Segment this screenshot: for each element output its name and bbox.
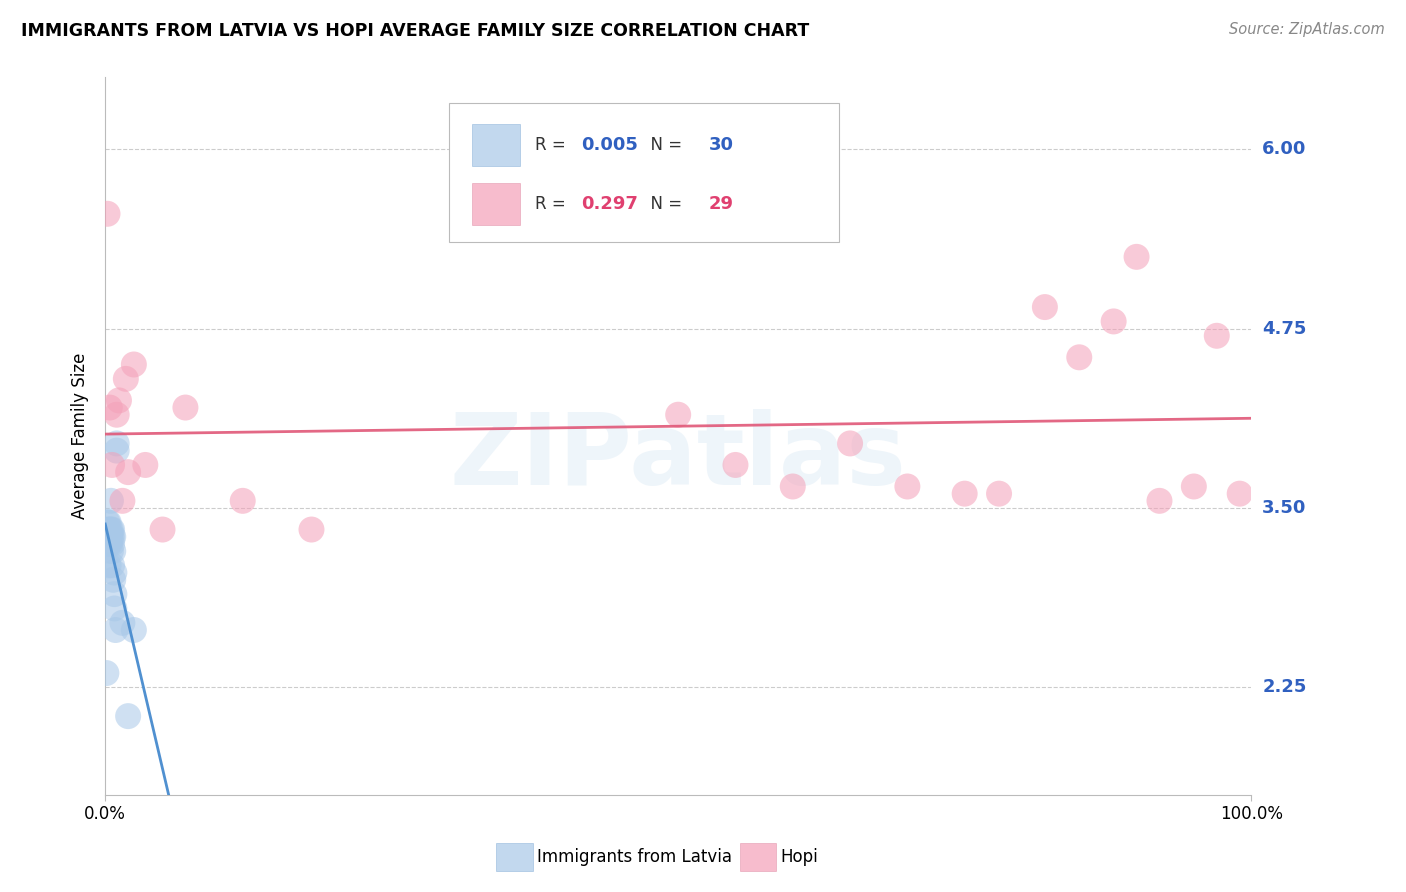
Point — [1182, 479, 1205, 493]
Text: 4.75: 4.75 — [1263, 319, 1306, 337]
Point — [1033, 300, 1056, 314]
Point — [97, 516, 120, 530]
Point — [105, 443, 128, 458]
Point — [103, 601, 125, 615]
FancyBboxPatch shape — [449, 103, 838, 243]
Point — [103, 573, 125, 587]
Point — [105, 408, 128, 422]
Text: 30: 30 — [709, 136, 734, 154]
Point — [96, 516, 118, 530]
Point — [96, 666, 118, 681]
Point — [1125, 250, 1147, 264]
Text: 3.50: 3.50 — [1263, 499, 1306, 517]
Point — [103, 566, 125, 580]
Point — [100, 523, 122, 537]
Point — [839, 436, 862, 450]
Point — [96, 523, 118, 537]
Point — [98, 530, 121, 544]
Point — [152, 523, 174, 537]
Point — [122, 623, 145, 637]
Text: 2.25: 2.25 — [1263, 679, 1306, 697]
Point — [896, 479, 918, 493]
Text: ZIPatlas: ZIPatlas — [450, 409, 907, 507]
Point — [953, 486, 976, 500]
Point — [117, 465, 139, 479]
Point — [115, 372, 138, 386]
Point — [98, 401, 121, 415]
Point — [666, 408, 689, 422]
Text: IMMIGRANTS FROM LATVIA VS HOPI AVERAGE FAMILY SIZE CORRELATION CHART: IMMIGRANTS FROM LATVIA VS HOPI AVERAGE F… — [21, 22, 810, 40]
Point — [97, 558, 120, 573]
Text: Source: ZipAtlas.com: Source: ZipAtlas.com — [1229, 22, 1385, 37]
Text: 6.00: 6.00 — [1263, 140, 1306, 158]
Text: 29: 29 — [709, 195, 734, 213]
Point — [1069, 351, 1091, 365]
Point — [101, 458, 124, 472]
Point — [105, 436, 128, 450]
Point — [101, 523, 124, 537]
Text: R =: R = — [534, 136, 571, 154]
Point — [103, 544, 125, 558]
Text: N =: N = — [640, 136, 688, 154]
Point — [97, 530, 120, 544]
Point — [103, 530, 125, 544]
Point — [1205, 328, 1227, 343]
FancyBboxPatch shape — [472, 124, 520, 167]
Point — [103, 587, 125, 601]
Point — [101, 537, 124, 551]
Point — [724, 458, 747, 472]
Point — [174, 401, 197, 415]
Text: Immigrants from Latvia: Immigrants from Latvia — [537, 848, 733, 866]
Point — [98, 523, 121, 537]
Point — [134, 458, 156, 472]
Text: N =: N = — [640, 195, 688, 213]
Text: 0.005: 0.005 — [581, 136, 638, 154]
Point — [1102, 314, 1125, 328]
Point — [1229, 486, 1251, 500]
Point — [1149, 493, 1171, 508]
Point — [301, 523, 323, 537]
Point — [98, 537, 121, 551]
Point — [101, 558, 124, 573]
Text: Hopi: Hopi — [780, 848, 818, 866]
Point — [96, 207, 118, 221]
Point — [782, 479, 804, 493]
Text: R =: R = — [534, 195, 571, 213]
Point — [100, 544, 122, 558]
Point — [122, 358, 145, 372]
Point — [101, 530, 124, 544]
Point — [100, 493, 122, 508]
Point — [111, 615, 134, 630]
Y-axis label: Average Family Size: Average Family Size — [72, 353, 89, 519]
Point — [97, 537, 120, 551]
Point — [117, 709, 139, 723]
Point — [100, 530, 122, 544]
Point — [111, 493, 134, 508]
Text: 0.297: 0.297 — [581, 195, 638, 213]
Point — [108, 393, 131, 408]
Point — [232, 493, 254, 508]
Point — [104, 623, 127, 637]
FancyBboxPatch shape — [472, 183, 520, 226]
Point — [988, 486, 1011, 500]
